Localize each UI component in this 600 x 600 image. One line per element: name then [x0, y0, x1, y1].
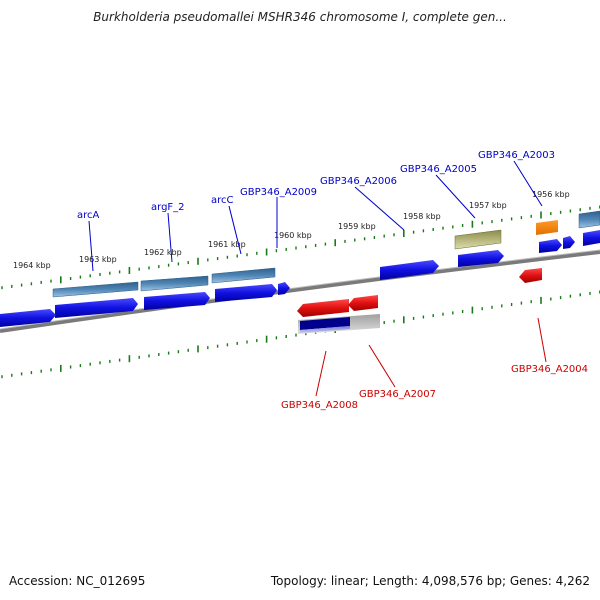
- label-arcC[interactable]: arcC: [211, 195, 234, 206]
- scale-label-1959: 1959 kbp: [338, 222, 376, 231]
- label-GBP346_A2008[interactable]: GBP346_A2008: [281, 400, 358, 411]
- label-arcA[interactable]: arcA: [77, 210, 100, 221]
- gene-GBP346_A2005-feature[interactable]: [454, 229, 504, 267]
- label-GBP346_A2005[interactable]: GBP346_A2005: [400, 164, 477, 175]
- gene-GBP346_A2008-feature[interactable]: [297, 299, 380, 334]
- scale-label-1962: 1962 kbp: [144, 248, 182, 257]
- label-GBP346_A2003[interactable]: GBP346_A2003: [478, 150, 555, 161]
- gene-left-fragment-feature[interactable]: [0, 309, 56, 327]
- gene-GBP346_A2004-feature[interactable]: [519, 268, 542, 283]
- forward-scale-ticks: [1, 205, 600, 290]
- reverse-leader-lines: [315, 317, 547, 397]
- gene-GBP346_A2006-feature[interactable]: [380, 260, 439, 280]
- label-argF_2[interactable]: argF_2: [151, 202, 185, 213]
- map-title: Burkholderia pseudomallei MSHR346 chromo…: [93, 10, 507, 24]
- gene-GBP346_A2009-feature[interactable]: [278, 282, 290, 295]
- gene-arcC-feature[interactable]: [211, 267, 277, 302]
- chromosome-backbone: [0, 250, 600, 333]
- gene-GBP346_A2003-feature[interactable]: [536, 210, 600, 253]
- label-GBP346_A2004[interactable]: GBP346_A2004: [511, 364, 588, 375]
- scale-label-1964: 1964 kbp: [13, 261, 51, 270]
- chromosome-backbone-highlight: [0, 249, 600, 330]
- scale-label-1963: 1963 kbp: [79, 255, 117, 264]
- scale-label-1956: 1956 kbp: [532, 190, 570, 199]
- label-GBP346_A2007[interactable]: GBP346_A2007: [359, 389, 436, 400]
- scale-label-1957: 1957 kbp: [469, 201, 507, 210]
- accession-text: Accession: NC_012695: [9, 574, 146, 588]
- label-GBP346_A2006[interactable]: GBP346_A2006: [320, 176, 397, 187]
- forward-leader-lines: [88, 160, 543, 272]
- scale-label-1961: 1961 kbp: [208, 240, 246, 249]
- label-GBP346_A2009[interactable]: GBP346_A2009: [240, 187, 317, 198]
- scale-label-1960: 1960 kbp: [274, 231, 312, 240]
- gene-GBP346_A2007-feature[interactable]: [348, 295, 378, 311]
- gene-argF_2-feature[interactable]: [140, 275, 210, 310]
- scale-label-1958: 1958 kbp: [403, 212, 441, 221]
- gene-arcA-feature[interactable]: [52, 281, 139, 318]
- genome-summary-text: Topology: linear; Length: 4,098,576 bp; …: [270, 574, 590, 588]
